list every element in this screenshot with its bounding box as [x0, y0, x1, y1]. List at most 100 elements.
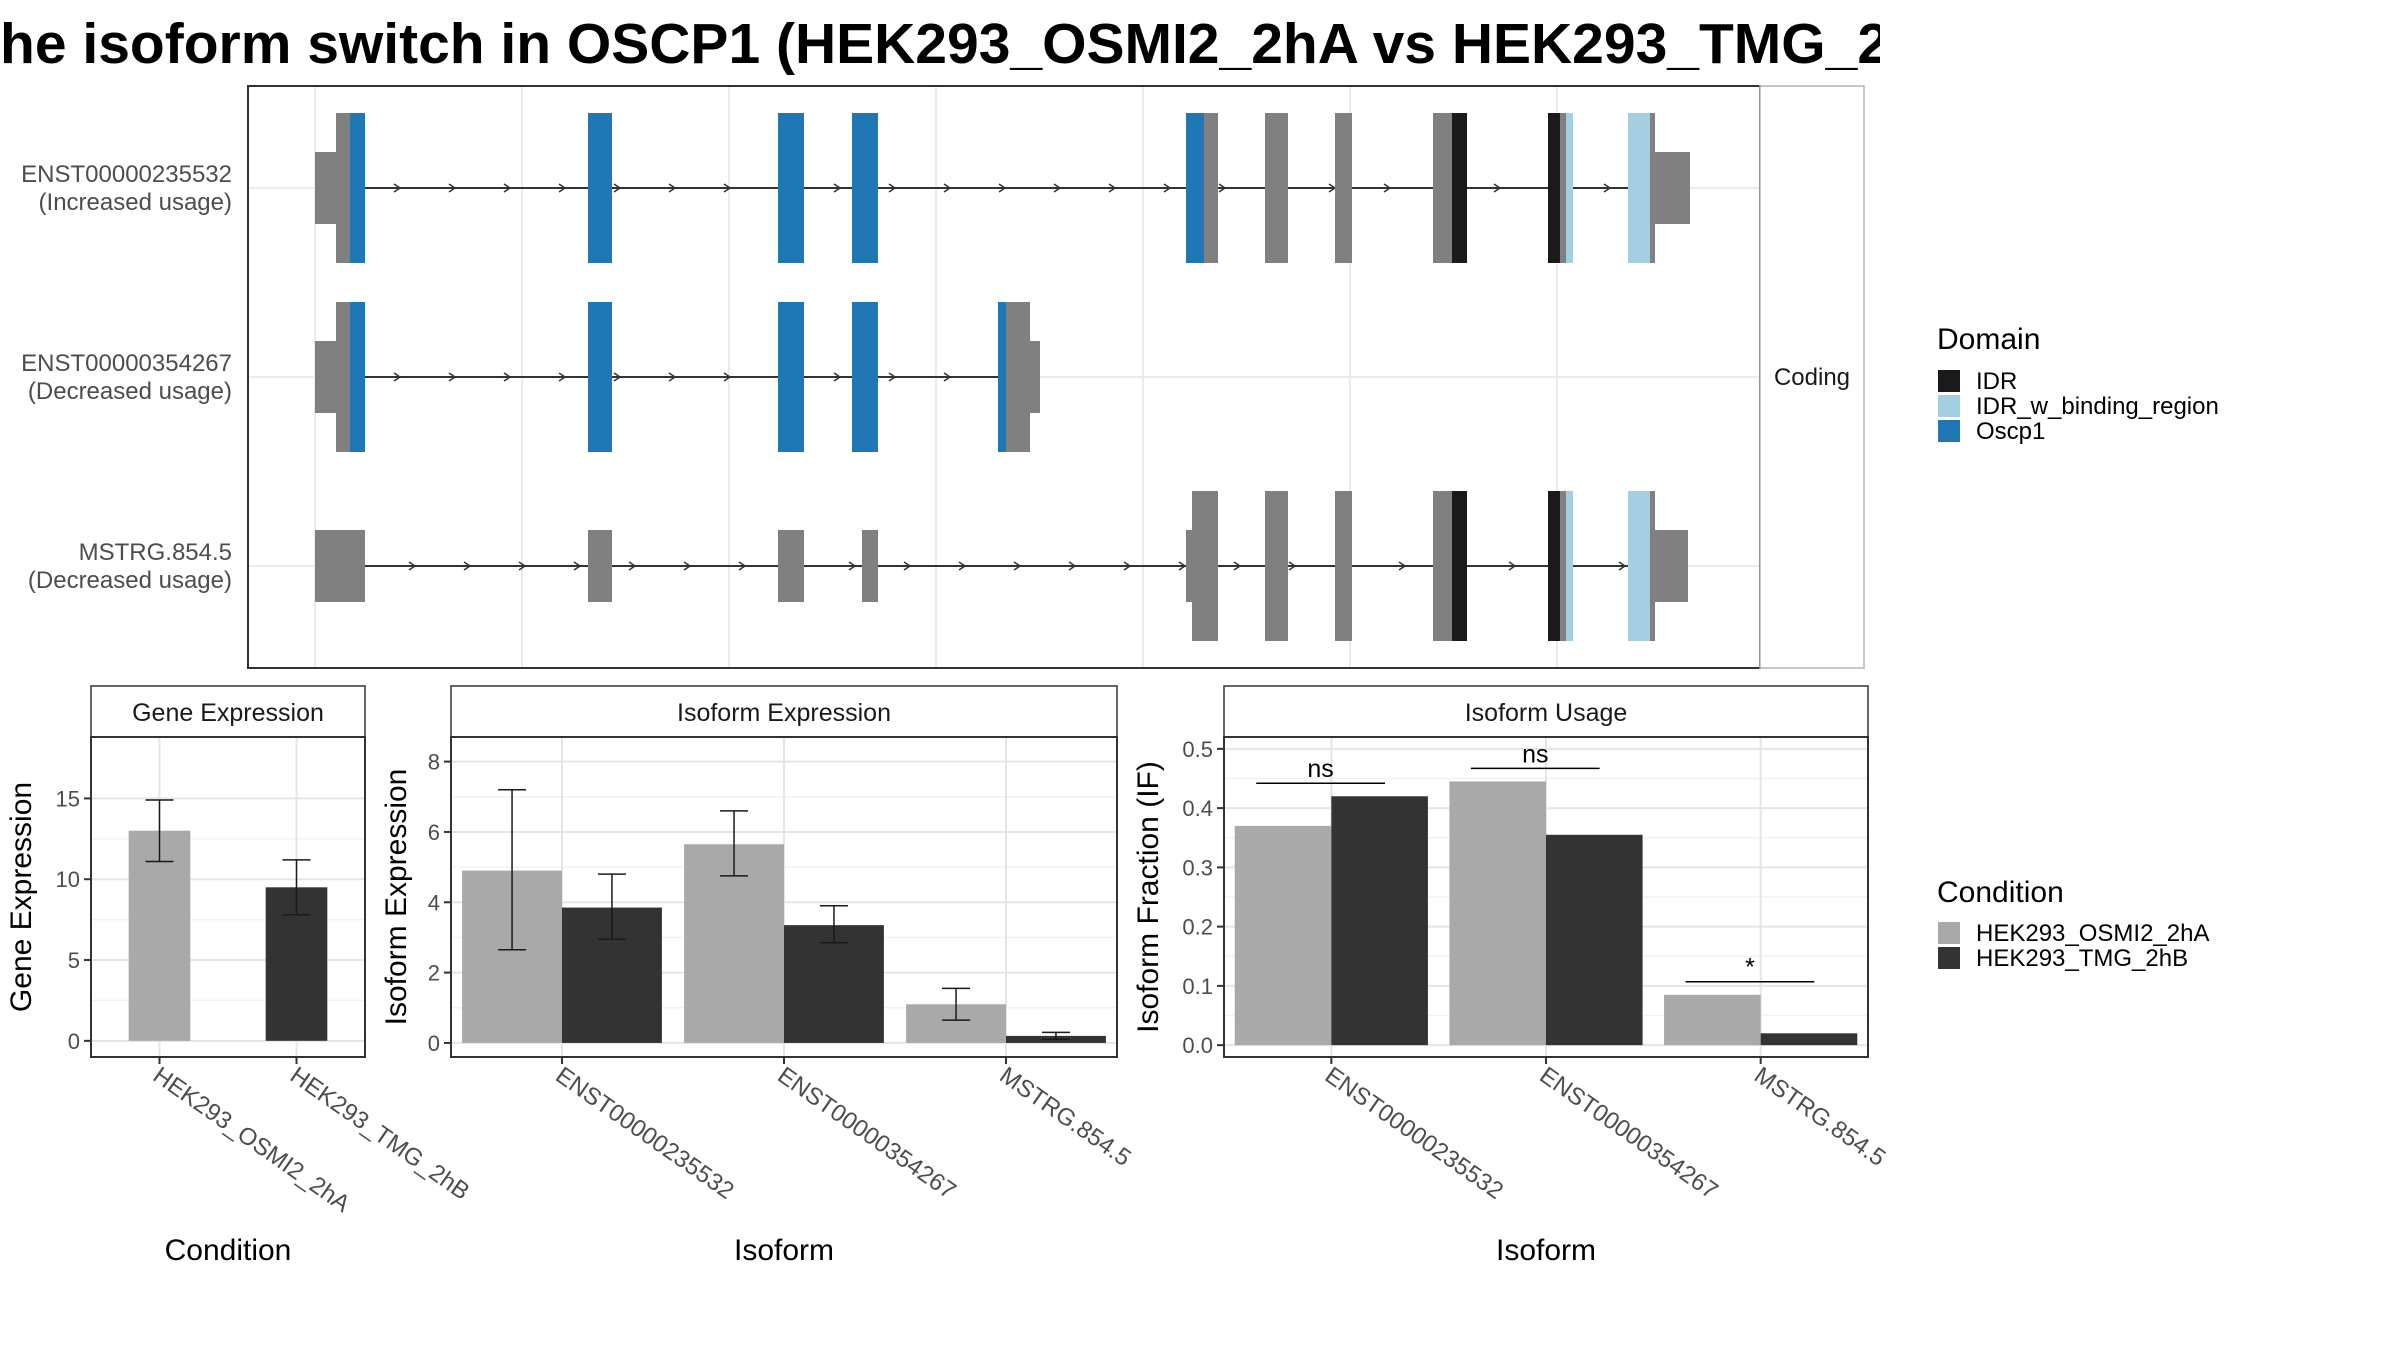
- exon-coding: [1006, 302, 1030, 452]
- domain-idr-binding: [1628, 113, 1650, 263]
- significance-label: ns: [1522, 740, 1548, 768]
- intron-arrow: [888, 183, 897, 193]
- bar: [784, 925, 884, 1043]
- intron-arrow: [833, 183, 842, 193]
- chart-title: he isoform switch in OSCP1 (HEK293_OSMI2…: [0, 12, 1880, 76]
- structure-strip: [1759, 85, 1865, 669]
- exon-utr: [1186, 530, 1192, 602]
- transcript-label-status: (Decreased usage): [28, 567, 232, 594]
- significance-label: *: [1745, 954, 1755, 982]
- intron-arrow: [1233, 561, 1242, 571]
- intron-arrow: [683, 561, 692, 571]
- intron-arrow: [1493, 183, 1502, 193]
- y-axis-title: Isoform Fraction (IF): [1132, 761, 1165, 1033]
- significance-label: ns: [1307, 755, 1333, 783]
- x-tick-label: ENST00000235532: [551, 1062, 739, 1205]
- intron-arrow: [448, 183, 457, 193]
- panel-border: [90, 736, 366, 1058]
- condition-legend-label: HEK293_TMG_2hB: [1976, 945, 2188, 972]
- intron-arrow: [848, 561, 857, 571]
- domain-oscp1: [588, 302, 612, 452]
- y-tick-label: 10: [56, 867, 80, 892]
- intron-arrow: [723, 183, 732, 193]
- exon-utr: [315, 530, 365, 602]
- x-axis-title: Condition: [165, 1234, 292, 1267]
- bar: [128, 830, 191, 1041]
- panel-strip-title: Gene Expression: [132, 699, 324, 727]
- intron-arrow: [943, 183, 952, 193]
- intron-arrow: [558, 183, 567, 193]
- y-tick-label: 0.1: [1182, 974, 1213, 999]
- exon-coding: [1433, 491, 1452, 641]
- y-tick-label: 0: [68, 1029, 80, 1054]
- intron-arrow: [1618, 561, 1627, 571]
- y-tick-label: 15: [56, 786, 80, 811]
- exon-noncoding: [588, 530, 612, 602]
- intron-arrow: [1163, 183, 1172, 193]
- x-tick-label: MSTRG.854.5: [995, 1062, 1136, 1172]
- intron-arrow: [998, 183, 1007, 193]
- domain-idr: [1452, 113, 1467, 263]
- domain-idr: [1452, 491, 1467, 641]
- domain-legend-title: Domain: [1937, 323, 2040, 356]
- intron-arrow: [1123, 561, 1132, 571]
- domain-oscp1: [852, 302, 878, 452]
- x-tick-label: MSTRG.854.5: [1749, 1062, 1890, 1172]
- intron-arrow: [958, 561, 967, 571]
- exon-coding: [1335, 113, 1352, 263]
- intron-arrow: [1013, 561, 1022, 571]
- intron-arrow: [738, 561, 747, 571]
- condition-legend-title: Condition: [1937, 876, 2064, 909]
- domain-legend-swatch: [1938, 420, 1960, 442]
- exon-utr: [1030, 341, 1040, 413]
- domain-oscp1: [588, 113, 612, 263]
- exon-coding: [336, 302, 350, 452]
- intron-arrow: [723, 372, 732, 382]
- intron-arrow: [1398, 561, 1407, 571]
- domain-oscp1: [778, 302, 804, 452]
- y-axis-title: Isoform Expression: [380, 769, 413, 1026]
- bar: [1760, 1033, 1858, 1046]
- intron-arrow: [1603, 183, 1612, 193]
- y-tick-label: 0.0: [1182, 1033, 1213, 1058]
- exon-coding: [1650, 113, 1655, 263]
- exon-utr: [1655, 152, 1690, 224]
- bars: [128, 830, 328, 1041]
- x-tick-label: ENST00000235532: [1320, 1062, 1508, 1205]
- y-tick-label: 0: [428, 1031, 440, 1056]
- exon-coding: [1335, 491, 1352, 641]
- transcript-label-id: ENST00000354267: [21, 350, 232, 377]
- bar: [1331, 796, 1428, 1046]
- domain-legend-swatch: [1938, 395, 1960, 417]
- bars: [1234, 781, 1858, 1046]
- domain-oscp1: [998, 302, 1006, 452]
- y-axis-title: Gene Expression: [5, 782, 38, 1012]
- intron-arrow: [573, 561, 582, 571]
- intron-arrow: [393, 372, 402, 382]
- intron-arrow: [613, 372, 622, 382]
- y-tick-label: 4: [428, 890, 440, 915]
- transcript-label-status: (Increased usage): [39, 189, 232, 216]
- domain-idr-binding: [1566, 113, 1573, 263]
- domain-idr-binding: [1566, 491, 1573, 641]
- exon-noncoding: [862, 530, 878, 602]
- y-tick-label: 2: [428, 961, 440, 986]
- intron-arrow: [448, 372, 457, 382]
- intron-arrow: [503, 183, 512, 193]
- condition-legend-label: HEK293_OSMI2_2hA: [1976, 920, 2209, 947]
- intron-arrow: [1508, 561, 1517, 571]
- y-tick-label: 0.3: [1182, 855, 1213, 880]
- domain-oscp1: [350, 302, 365, 452]
- domain-oscp1: [852, 113, 878, 263]
- intron-arrow: [1218, 183, 1227, 193]
- transcript-label-id: ENST00000235532: [21, 161, 232, 188]
- intron-arrow: [888, 372, 897, 382]
- exon-coding: [1204, 113, 1218, 263]
- x-axis-title: Isoform: [1496, 1234, 1596, 1267]
- transcript-label-id: MSTRG.854.5: [79, 539, 232, 566]
- domain-idr: [1548, 491, 1560, 641]
- intron-arrow: [1053, 183, 1062, 193]
- bar: [684, 844, 784, 1043]
- condition-legend-swatch: [1938, 947, 1960, 969]
- structure-strip-label: Coding: [1774, 364, 1850, 391]
